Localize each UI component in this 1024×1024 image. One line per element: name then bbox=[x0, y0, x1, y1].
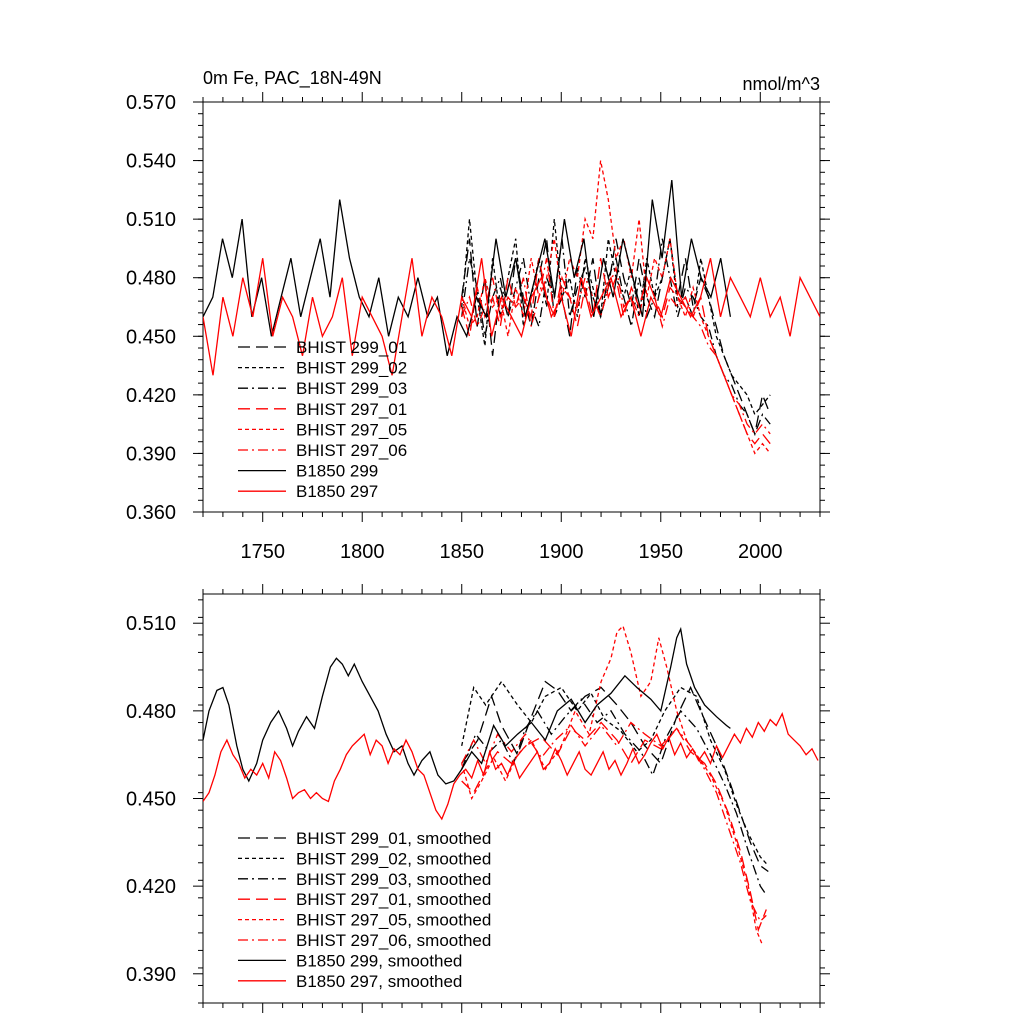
top-legend-label: BHIST 299_03 bbox=[296, 379, 407, 398]
top-legend-label: BHIST 297_01 bbox=[296, 400, 407, 419]
bottom-series-line-0 bbox=[461, 680, 769, 873]
bottom-series-line-4 bbox=[461, 624, 763, 945]
top-y-tick-label: 0.510 bbox=[126, 209, 176, 231]
top-y-tick-label: 0.450 bbox=[126, 326, 176, 348]
bottom-series-line-6 bbox=[203, 626, 731, 785]
bottom-series-line-3 bbox=[461, 721, 767, 933]
bottom-legend-label: B1850 297, smoothed bbox=[296, 972, 462, 991]
top-y-tick-label: 0.390 bbox=[126, 443, 176, 465]
bottom-series-line-2 bbox=[461, 698, 767, 896]
top-x-tick-label: 1950 bbox=[639, 541, 684, 563]
top-panel-units: nmol/m^3 bbox=[743, 74, 820, 94]
top-y-tick-label: 0.360 bbox=[126, 502, 176, 524]
bottom-legend-label: BHIST 299_01, smoothed bbox=[296, 829, 491, 848]
top-legend-label: BHIST 297_05 bbox=[296, 420, 407, 439]
bottom-panel: 0.390 0.420 0.450 0.480 0.510 BHIST 299_01, s… bbox=[126, 584, 830, 1013]
top-legend-label: B1850 299 bbox=[296, 462, 378, 481]
bottom-legend-label: BHIST 297_05, smoothed bbox=[296, 911, 491, 930]
top-series-line-7 bbox=[203, 258, 820, 376]
top-series-line-0 bbox=[461, 238, 771, 437]
top-x-tick-label: 1750 bbox=[240, 541, 285, 563]
bottom-y-tick-label: 0.480 bbox=[126, 701, 176, 723]
bottom-y-tick-label: 0.420 bbox=[126, 876, 176, 898]
bottom-y-tick-label: 0.510 bbox=[126, 613, 176, 635]
top-x-tick-label: 2000 bbox=[738, 541, 783, 563]
top-series-line-6 bbox=[203, 180, 732, 356]
top-legend-label: BHIST 299_02 bbox=[296, 359, 407, 378]
top-series-line-5 bbox=[461, 258, 771, 435]
top-panel-title: 0m Fe, PAC_18N-49N bbox=[203, 68, 382, 89]
bottom-series-line-1 bbox=[461, 680, 769, 867]
top-series-line-1 bbox=[461, 219, 771, 416]
bottom-series-line-7 bbox=[203, 712, 819, 821]
top-x-tick-label: 1900 bbox=[539, 541, 584, 563]
top-plot-frame bbox=[202, 101, 821, 513]
top-y-tick-label: 0.480 bbox=[126, 268, 176, 290]
bottom-legend-label: BHIST 299_02, smoothed bbox=[296, 849, 491, 868]
bottom-y-tick-label: 0.450 bbox=[126, 789, 176, 811]
top-legend-label: BHIST 297_06 bbox=[296, 441, 407, 460]
bottom-legend-label: BHIST 297_06, smoothed bbox=[296, 931, 491, 950]
top-legend-label: BHIST 299_01 bbox=[296, 338, 407, 357]
top-panel: 0m Fe, PAC_18N-49N nmol/m^3 1750 1800 1850… bbox=[126, 68, 830, 563]
top-x-tick-label: 1800 bbox=[340, 541, 385, 563]
top-legend-label: B1850 297 bbox=[296, 482, 378, 501]
bottom-legend-label: B1850 299, smoothed bbox=[296, 951, 462, 970]
top-y-tick-label: 0.420 bbox=[126, 385, 176, 407]
top-x-tick-label: 1850 bbox=[439, 541, 484, 563]
bottom-legend-label: BHIST 297_01, smoothed bbox=[296, 890, 491, 909]
bottom-legend-label: BHIST 299_03, smoothed bbox=[296, 870, 491, 889]
bottom-y-tick-label: 0.390 bbox=[126, 964, 176, 986]
bottom-series-line-5 bbox=[461, 721, 767, 923]
top-y-tick-label: 0.570 bbox=[126, 92, 176, 114]
top-series-line-4 bbox=[461, 160, 771, 455]
top-y-tick-label: 0.540 bbox=[126, 151, 176, 173]
